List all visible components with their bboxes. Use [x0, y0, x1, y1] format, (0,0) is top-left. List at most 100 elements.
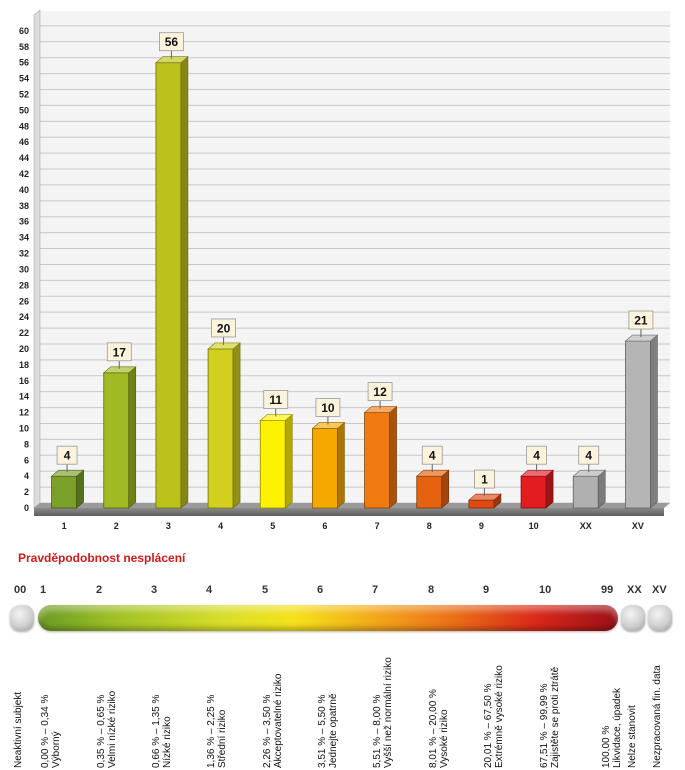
value-label: 4 [585, 449, 592, 463]
y-tick-label: 22 [19, 328, 29, 338]
scale-label-5: 5 [262, 584, 269, 596]
bar-2: 17 [102, 342, 137, 509]
bar-7: 12 [363, 382, 398, 509]
value-label-box [263, 390, 289, 409]
section-title: Pravděpodobnost nesplácení [18, 551, 186, 565]
bar-front [103, 372, 130, 509]
bar-top [259, 414, 294, 421]
scale-description-line: 0,35 % – 0,65 % [96, 694, 107, 768]
bar-front [520, 475, 547, 509]
scale-description-line: Vyšší než normální riziko [383, 657, 394, 768]
value-label-box [367, 382, 393, 401]
y-tick-label: 6 [24, 455, 29, 465]
x-tick-label: 6 [322, 521, 327, 531]
value-label-box [315, 398, 341, 417]
bar-front [155, 62, 182, 509]
bar-3: 56 [155, 32, 189, 509]
value-label: 17 [113, 345, 127, 359]
scale-label-7: 7 [372, 584, 379, 596]
scale-description-0: Neaktivní subjekt [13, 640, 26, 770]
bar-side [545, 469, 554, 509]
scale-label-00: 00 [14, 584, 27, 596]
scale-description-6: 3,51 % – 5,50 % Jednejte opatrně [317, 640, 339, 770]
x-tick-label: 3 [166, 521, 171, 531]
y-tick-label: 20 [19, 344, 29, 354]
bar-top [102, 366, 137, 374]
bar-front [364, 412, 390, 509]
y-tick-label: 24 [19, 312, 29, 322]
scale-description-line: 5,51 % – 8,00 % [372, 694, 383, 768]
y-tick-label: 28 [19, 280, 29, 290]
bar-front [207, 348, 234, 509]
scale-knob-00 [10, 605, 34, 631]
scale-description-line: Zajistěte se proti ztrátě [550, 666, 561, 768]
bar-top [572, 469, 607, 477]
bar-top [624, 334, 659, 342]
floor-top [34, 503, 670, 508]
bar-front [572, 475, 599, 509]
bar-XV: 21 [624, 310, 659, 509]
scale-label-1: 1 [40, 584, 47, 596]
scale-description-line: 100,00 % [601, 725, 612, 768]
y-tick-label: 38 [19, 201, 29, 211]
scale-label-9: 9 [483, 584, 490, 596]
scale-description-1: 0,00 % – 0,34 % Výborný [40, 640, 62, 770]
y-tick-label: 12 [19, 408, 29, 418]
y-tick-label: 14 [19, 392, 29, 402]
value-label: 21 [634, 314, 648, 328]
scale-description-line: Likvidace, úpadek [612, 687, 623, 768]
y-tick-label: 40 [19, 185, 29, 195]
y-tick-label: 36 [19, 217, 29, 227]
x-tick-label: 2 [114, 521, 119, 531]
scale-description-line: Nelze stanovit [627, 705, 638, 768]
bar-side [441, 469, 450, 509]
y-tick-label: 18 [19, 360, 29, 370]
bar-top [468, 493, 502, 501]
scale-description-7: 5,51 % – 8,00 % Vyšší než normální riziko [372, 640, 394, 770]
value-label: 4 [64, 449, 71, 463]
bar-side [284, 413, 293, 509]
y-tick-label: 56 [19, 58, 29, 68]
scale-description-line: 8,01 % – 20,00 % [428, 689, 439, 768]
x-tick-label: 1 [62, 521, 67, 531]
value-label: 4 [533, 449, 540, 463]
scale-label-2: 2 [96, 584, 103, 596]
scale-label-3: 3 [151, 584, 158, 596]
scale-description-line: Nízké riziko [162, 716, 173, 768]
bar-6: 10 [311, 398, 346, 509]
scale-description-line: Střední riziko [217, 709, 228, 768]
value-label: 4 [429, 449, 436, 463]
bar-side [650, 334, 658, 509]
bar-side [180, 56, 189, 509]
bar-front [625, 340, 651, 509]
bar-9: 1 [468, 469, 502, 509]
bar-front [468, 499, 495, 509]
value-label-box [578, 445, 600, 465]
y-tick-label: 4 [24, 471, 29, 481]
bar-side [76, 469, 84, 509]
bar-side [128, 366, 137, 509]
scale-description-line: Neaktivní subjekt [13, 691, 24, 768]
value-label: 12 [373, 385, 387, 399]
scale-description-line: 67,51 % – 99,99 % [539, 683, 550, 768]
bar-top [311, 422, 346, 429]
scale-label-99: 99 [601, 584, 614, 596]
value-label-box [421, 445, 443, 465]
x-tick-label: XV [632, 521, 644, 531]
y-tick-label: 58 [19, 42, 29, 52]
x-tick-label: XX [580, 521, 592, 531]
bar-5: 11 [259, 390, 294, 509]
scale-knob-xv [648, 605, 672, 631]
scale-description-line: 1,36 % – 2,25 % [206, 694, 217, 768]
floor-front [34, 508, 664, 516]
value-label-box [628, 310, 654, 330]
bar-top [207, 342, 241, 350]
value-label-box [106, 342, 132, 362]
scale-description-line: 2,26 % – 3,50 % [262, 694, 273, 768]
bar-side [597, 469, 606, 509]
scale-description-line: 0,66 % – 1,35 % [151, 694, 162, 768]
bar-XX: 4 [572, 445, 607, 509]
bar-top [155, 56, 189, 64]
bar-top [415, 469, 450, 477]
scale-label-xx: XX [627, 584, 642, 596]
